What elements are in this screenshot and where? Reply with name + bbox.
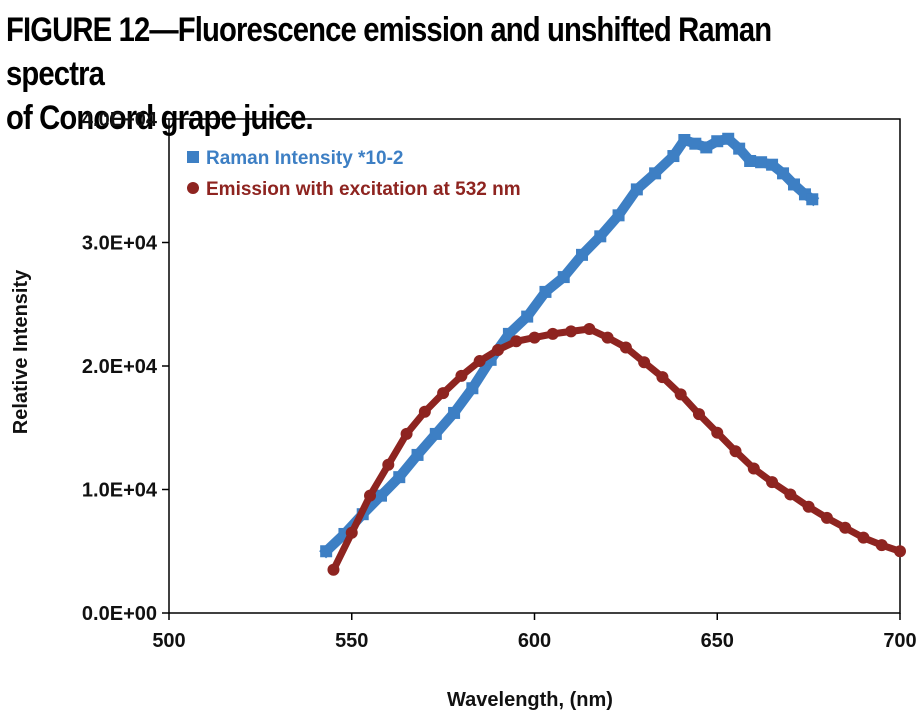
data-point [546,327,559,340]
data-point [320,545,333,558]
data-point [875,539,888,552]
data-point [393,471,406,484]
legend-marker-circle [187,182,199,194]
data-point [857,531,870,544]
data-point [466,382,479,395]
x-tick-label: 550 [335,630,368,652]
data-point [400,427,413,440]
figure-title: FIGURE 12—Fluorescence emission and unsh… [6,8,790,140]
data-point [382,458,395,471]
data-point [437,387,450,400]
y-axis: 0.0E+00 1.0E+04 2.0E+04 3.0E+04 4.0E+04 [82,109,169,625]
data-point [711,426,724,439]
data-point [411,448,424,461]
series-line [319,133,820,559]
data-point [894,545,906,558]
data-point [729,445,742,458]
legend: Raman Intensity *10-2 Emission with excit… [187,148,521,200]
data-point [733,142,746,155]
data-point [744,154,757,167]
x-tick-label: 600 [518,630,551,652]
data-point [510,335,523,348]
data-point [711,135,724,148]
data-point [491,343,504,356]
data-point [788,178,801,191]
x-axis-title: Wavelength, (nm) [447,689,613,711]
y-axis-title: Relative Intensity [10,269,32,434]
data-point [777,167,790,180]
x-tick-label: 700 [883,630,916,652]
data-point [345,526,358,539]
data-point [502,327,515,340]
data-point [784,488,797,501]
data-point [576,248,589,261]
data-point [747,462,760,475]
y-tick-label: 0.0E+00 [82,603,157,625]
data-point [700,141,713,154]
data-point [619,341,632,354]
data-point [839,521,852,534]
data-point [820,511,833,524]
data-point [667,150,680,163]
data-point [429,427,442,440]
y-tick-label: 2.0E+04 [82,356,158,378]
data-point [638,356,651,369]
data-point [689,137,702,150]
data-point [649,167,662,180]
data-point [766,476,779,489]
data-point [418,405,431,418]
data-point [565,325,578,338]
x-tick-label: 650 [701,630,734,652]
data-point [528,331,541,344]
legend-marker-square [187,151,199,163]
data-point [755,156,768,169]
data-point [594,230,607,243]
data-point [521,310,534,323]
data-point [656,371,669,384]
data-point [374,489,387,502]
y-tick-label: 1.0E+04 [82,480,158,502]
series-2 [327,322,906,576]
data-point [327,563,340,576]
data-point [539,285,552,298]
data-point [806,193,819,206]
series-layer [319,132,906,576]
x-tick-label: 500 [152,630,185,652]
data-point [612,209,625,222]
legend-label: Emission with excitation at 532 nm [206,179,521,200]
data-point [766,158,779,171]
data-point [601,331,614,344]
data-point [674,388,687,401]
figure-title-line-2: of Concord grape juice. [6,99,314,137]
x-axis: 500 550 600 650 700 [152,613,917,652]
series-1 [319,132,820,559]
y-tick-label: 4.0E+04 [82,109,158,131]
data-point [448,406,461,419]
data-point [473,355,486,368]
data-point [678,133,691,146]
y-tick-label: 3.0E+04 [82,233,158,255]
legend-label: Raman Intensity *10-2 [206,148,403,169]
data-point [692,408,705,421]
data-point [583,322,596,335]
data-point [455,369,468,382]
data-point [722,132,735,145]
data-point [630,183,643,196]
figure-title-line-1: FIGURE 12—Fluorescence emission and unsh… [6,11,772,93]
data-point [557,271,570,284]
data-point [364,489,377,502]
data-point [802,500,815,513]
